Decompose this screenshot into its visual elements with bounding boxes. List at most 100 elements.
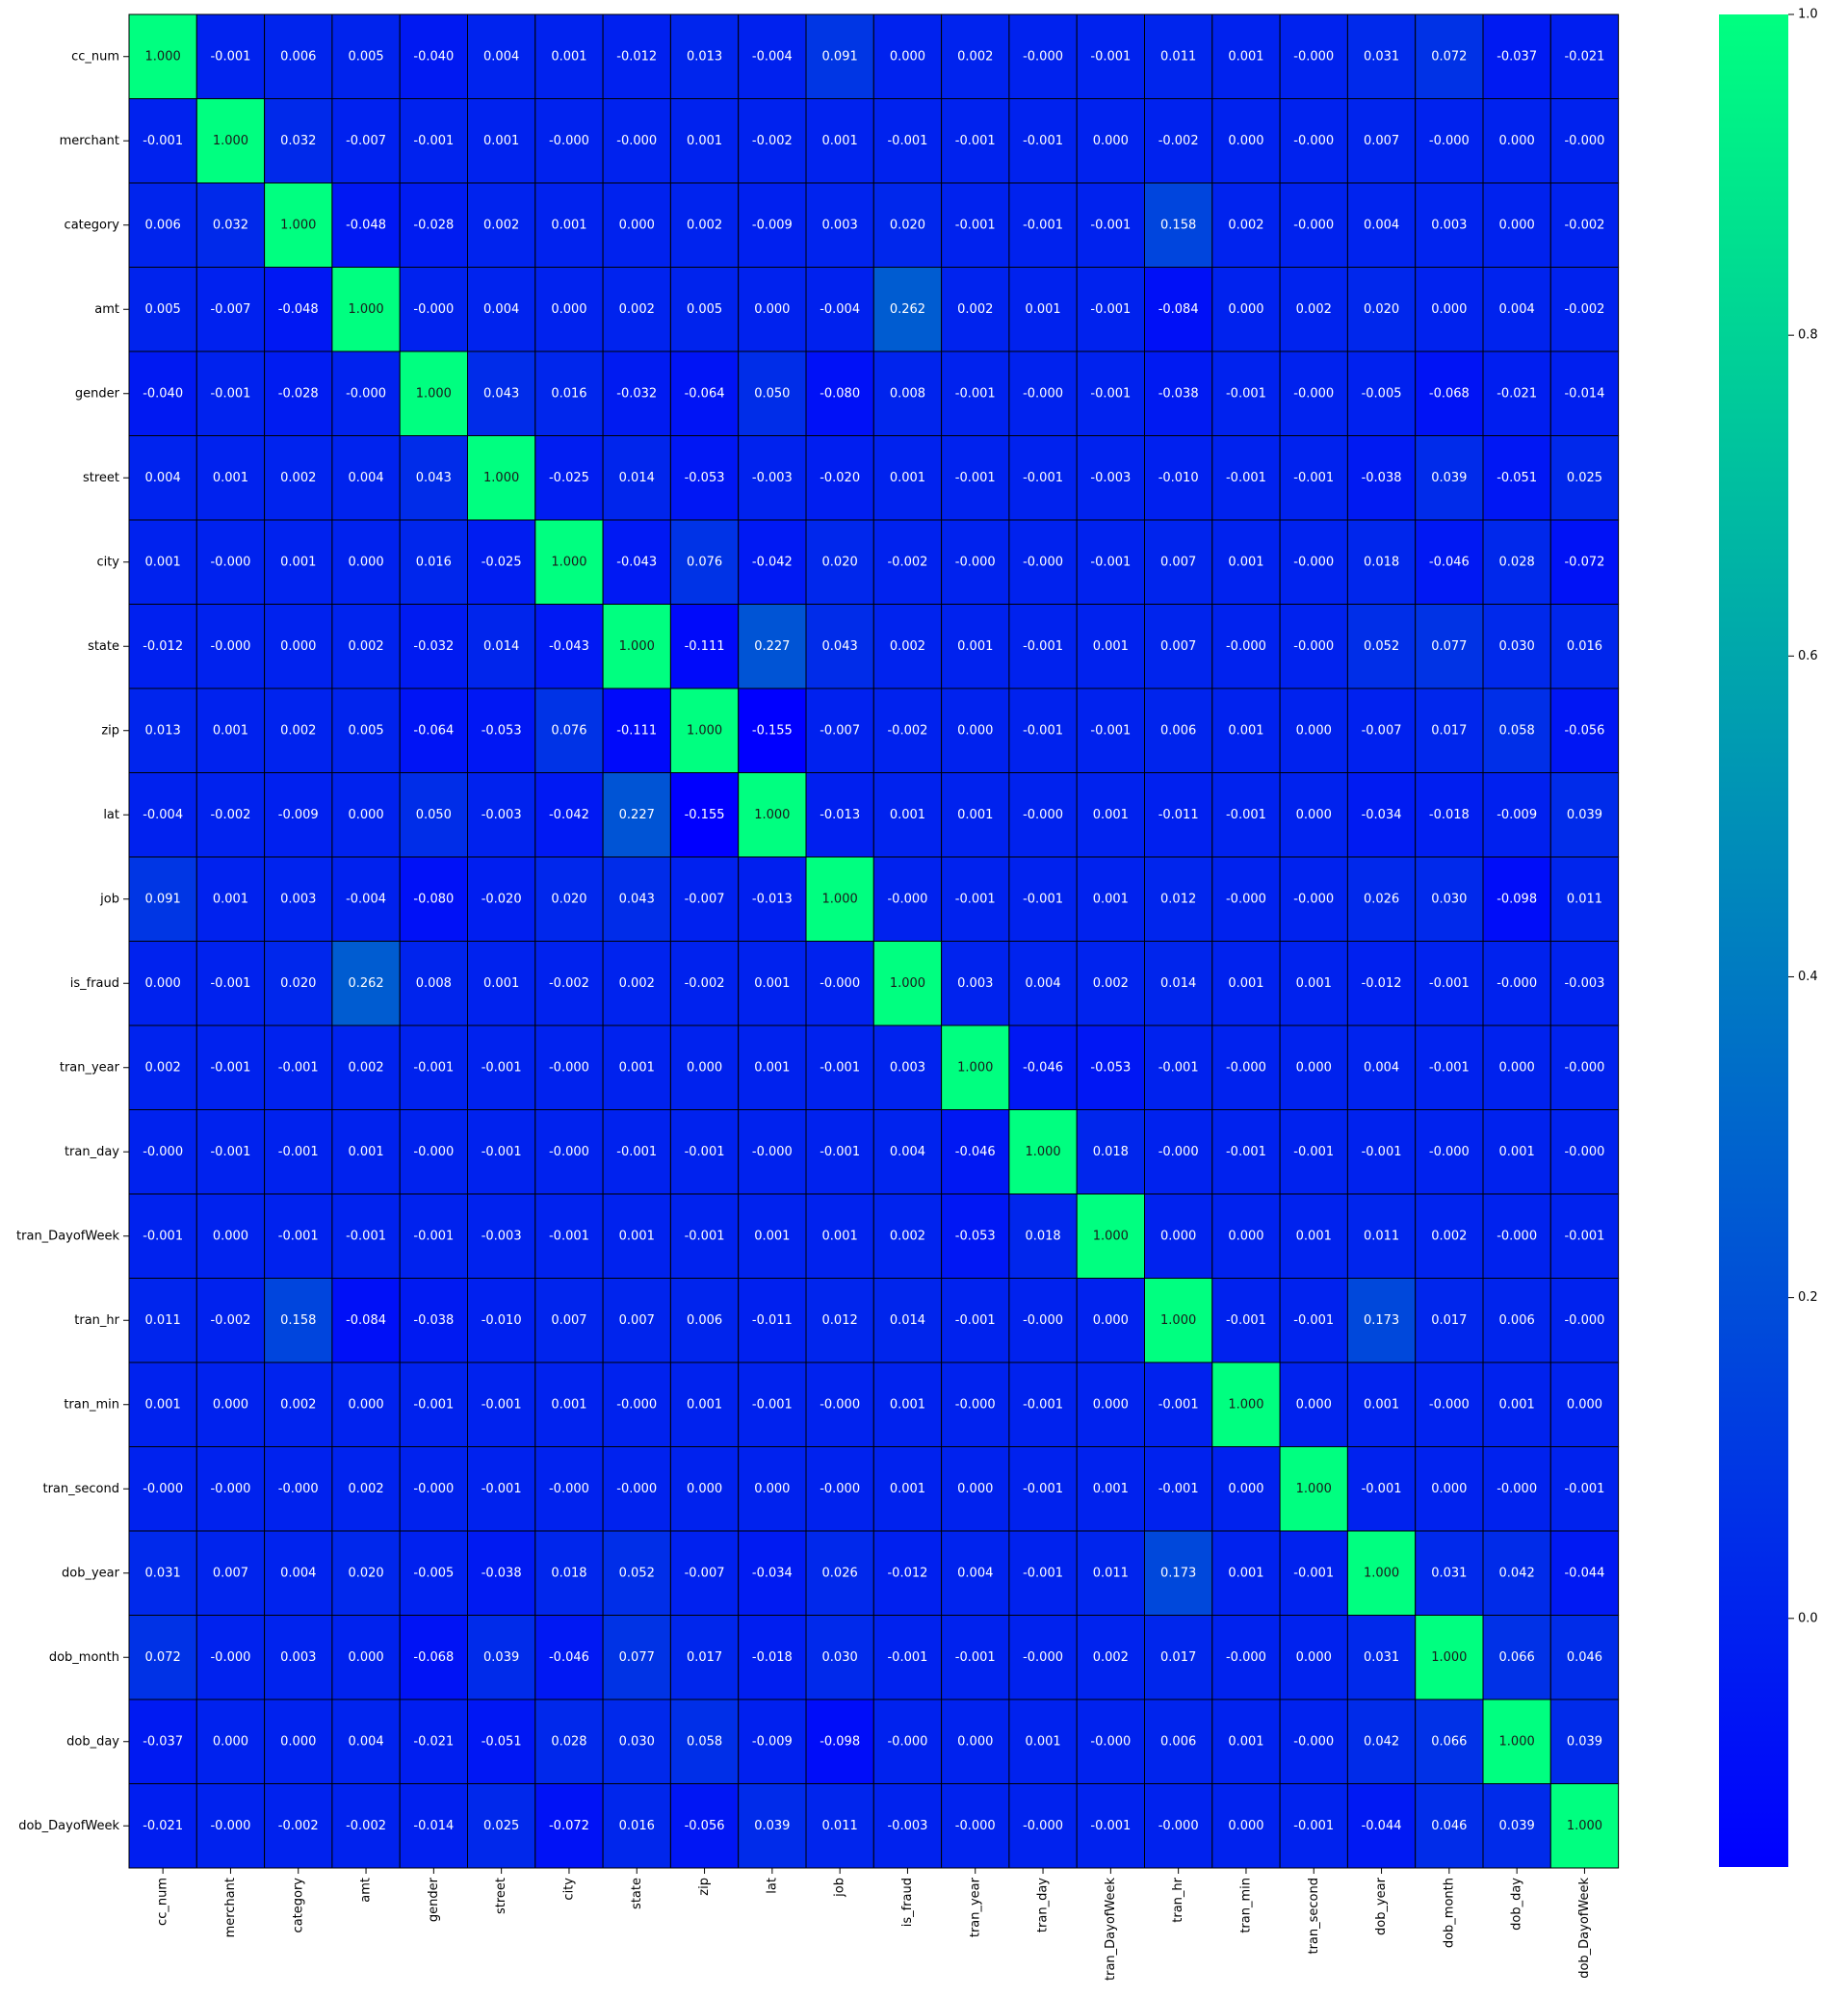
cell-value-category-tran_DayofWeek: -0.001 (1090, 218, 1131, 232)
cell-value-is_fraud-job: -0.000 (820, 976, 860, 991)
heatmap-cell-dob_day-dob_DayofWeek (1549, 1699, 1620, 1784)
cell-value-zip-dob_year: -0.007 (1362, 723, 1402, 738)
heatmap-cell-gender-merchant (195, 350, 266, 436)
cell-value-state-tran_min: -0.000 (1226, 639, 1266, 654)
cell-value-street-job: -0.020 (820, 471, 860, 485)
cell-value-merchant-merchant: 1.000 (213, 134, 248, 148)
cell-value-dob_DayofWeek-job: 0.011 (822, 1819, 858, 1833)
cell-value-zip-zip: 1.000 (687, 723, 722, 738)
heatmap-cell-is_fraud-street (467, 941, 536, 1026)
cell-value-dob_day-state: 0.030 (619, 1734, 655, 1749)
heatmap-cell-cc_num-city (534, 13, 604, 99)
cell-value-job-state: 0.043 (619, 892, 655, 906)
cell-value-lat-job: -0.013 (820, 808, 860, 822)
cell-value-tran_min-is_fraud: 0.001 (890, 1397, 925, 1412)
heatmap-cell-lat-merchant (195, 772, 266, 858)
cell-value-gender-city: 0.016 (551, 386, 586, 401)
cell-value-amt-tran_year: 0.002 (957, 302, 993, 317)
cell-value-merchant-dob_year: 0.007 (1364, 134, 1399, 148)
heatmap-cell-category-tran_hr (1144, 182, 1213, 268)
cell-value-dob_month-category: 0.003 (280, 1650, 316, 1665)
heatmap-cell-dob_day-tran_year (941, 1699, 1010, 1784)
heatmap-cell-tran_second-dob_month (1415, 1446, 1484, 1532)
heatmap-cell-merchant-dob_DayofWeek (1549, 98, 1620, 184)
heatmap-cell-state-dob_DayofWeek (1549, 604, 1620, 689)
heatmap-cell-tran_min-tran_day (1008, 1362, 1078, 1447)
cell-value-street-tran_DayofWeek: -0.003 (1090, 471, 1131, 485)
heatmap-cell-tran_min-zip (669, 1362, 740, 1447)
heatmap-cell-state-amt (331, 604, 401, 689)
heatmap-cell-is_fraud-amt (331, 941, 401, 1026)
heatmap-cell-tran_min-gender (399, 1362, 469, 1447)
cell-value-gender-amt: -0.000 (346, 386, 386, 401)
cell-value-dob_year-category: 0.004 (280, 1566, 316, 1580)
heatmap-cell-tran_DayofWeek-amt (331, 1193, 401, 1279)
heatmap-cell-tran_day-job (805, 1109, 874, 1195)
cell-value-tran_min-cc_num: 0.001 (145, 1397, 181, 1412)
heatmap-cell-job-gender (399, 856, 469, 942)
cell-value-tran_day-zip: -0.001 (685, 1145, 725, 1159)
cell-value-dob_month-dob_month: 1.000 (1431, 1650, 1467, 1665)
x-tick-labels: cc_num merchant category amt gender street cit… (156, 1868, 1592, 1981)
heatmap-cell-category-street (467, 182, 536, 268)
cell-value-state-job: 0.043 (822, 639, 858, 654)
heatmap-cell-dob_day-tran_min (1211, 1699, 1281, 1784)
heatmap-cell-street-merchant (195, 435, 266, 521)
cell-value-street-merchant: 0.001 (213, 471, 248, 485)
cell-value-tran_year-amt: 0.002 (348, 1060, 383, 1075)
cell-value-street-lat: -0.003 (752, 471, 793, 485)
x-tick-label-state: state (630, 1878, 644, 1909)
cell-value-category-dob_day: 0.000 (1499, 218, 1535, 232)
heatmap-cell-tran_min-lat (738, 1362, 807, 1447)
heatmap-cell-city-tran_day (1008, 519, 1078, 605)
cell-value-dob_DayofWeek-is_fraud: -0.003 (887, 1819, 927, 1833)
heatmap-cell-tran_min-is_fraud (872, 1362, 943, 1447)
cell-value-tran_second-cc_num: -0.000 (143, 1482, 183, 1496)
heatmap-cell-merchant-merchant (195, 98, 266, 184)
heatmap-cell-tran_hr-lat (738, 1278, 807, 1363)
heatmap-cell-tran_min-city (534, 1362, 604, 1447)
cell-value-tran_second-dob_year: -0.001 (1362, 1482, 1402, 1496)
cell-value-cc_num-tran_min: 0.001 (1228, 49, 1263, 64)
x-tick-label-tran_day: tran_day (1036, 1878, 1051, 1932)
cell-value-tran_day-state: -0.001 (616, 1145, 657, 1159)
heatmap-cell-category-lat (738, 182, 807, 268)
heatmap-cell-tran_second-street (467, 1446, 536, 1532)
heatmap-cell-dob_year-lat (738, 1530, 807, 1616)
heatmap-cell-tran_second-is_fraud (872, 1446, 943, 1532)
x-tick-label-dob_year: dob_year (1374, 1877, 1389, 1935)
cell-value-city-gender: 0.016 (416, 555, 452, 569)
cell-value-dob_DayofWeek-state: 0.016 (619, 1819, 655, 1833)
heatmap-cell-merchant-tran_min (1211, 98, 1281, 184)
y-tick-label-dob_DayofWeek: dob_DayofWeek (18, 1819, 119, 1833)
heatmap-cell-merchant-dob_day (1482, 98, 1551, 184)
heatmap-cell-dob_day-category (264, 1699, 333, 1784)
cell-value-tran_year-gender: -0.001 (413, 1060, 454, 1075)
heatmap-cell-job-street (467, 856, 536, 942)
y-tick-label-lat: lat (103, 808, 119, 822)
cell-value-gender-dob_DayofWeek: -0.014 (1564, 386, 1604, 401)
cell-value-dob_month-is_fraud: -0.001 (887, 1650, 927, 1665)
cell-value-cc_num-cc_num: 1.000 (145, 49, 181, 64)
y-tick-label-tran_year: tran_year (60, 1060, 120, 1075)
cell-value-amt-amt: 1.000 (348, 302, 383, 317)
cell-value-dob_month-dob_year: 0.031 (1364, 1650, 1399, 1665)
cell-value-gender-lat: 0.050 (754, 386, 790, 401)
heatmap-cell-tran_DayofWeek-tran_day (1008, 1193, 1078, 1279)
cell-value-tran_min-lat: -0.001 (752, 1397, 793, 1412)
y-tick-label-job: job (99, 892, 119, 906)
heatmap-cell-gender-category (264, 350, 333, 436)
cell-value-tran_year-lat: 0.001 (754, 1060, 790, 1075)
heatmap-cell-tran_hr-tran_DayofWeek (1076, 1278, 1145, 1363)
heatmap-cell-lat-amt (331, 772, 401, 858)
x-tick-label-tran_hr: tran_hr (1171, 1877, 1185, 1922)
heatmap-cell-tran_year-tran_year (941, 1024, 1010, 1110)
heatmap-cell-zip-tran_year (941, 687, 1010, 773)
heatmap-cell-cc_num-tran_hr (1144, 13, 1213, 99)
heatmap-cell-amt-merchant (195, 267, 266, 352)
cell-value-gender-tran_min: -0.001 (1226, 386, 1266, 401)
cell-value-tran_day-tran_year: -0.046 (955, 1145, 996, 1159)
heatmap-cell-lat-street (467, 772, 536, 858)
heatmap-cell-zip-tran_hr (1144, 687, 1213, 773)
cell-value-merchant-category: 0.032 (280, 134, 316, 148)
